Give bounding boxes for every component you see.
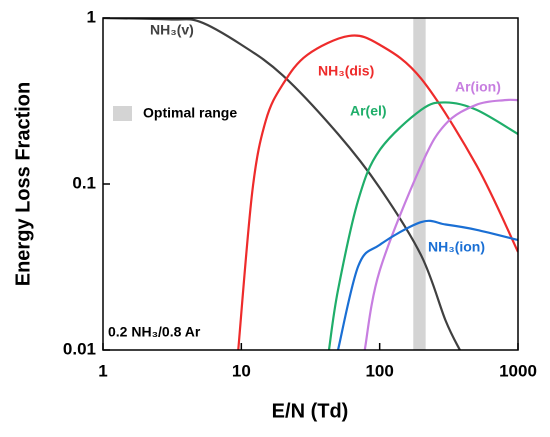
x-axis-label: E/N (Td) [272,400,349,422]
series-line [336,219,518,350]
series-label: Ar(el) [350,103,387,119]
y-tick-label: 0.1 [72,173,96,192]
shaded-range [413,18,426,350]
x-tick-label: 1 [98,361,107,380]
annotation: 0.2 NH₃/0.8 Ar [108,324,201,340]
x-tick-label: 100 [365,361,393,380]
series-line [327,101,518,350]
y-tick-label: 1 [87,7,96,26]
x-tick-label: 1000 [499,361,537,380]
series-line [103,18,461,350]
legend-label: Optimal range [143,105,237,121]
y-tick-label: 0.01 [63,339,96,358]
x-tick-label: 10 [232,361,251,380]
legend-swatch [113,106,132,121]
series-line [363,98,518,350]
series-label: NH₃(ion) [428,239,485,255]
plot-frame [102,17,519,351]
y-axis-label: Energy Loss Fraction [12,82,34,287]
series-label: NH₃(v) [150,22,194,38]
plot-lines [103,18,518,350]
series-label: NH₃(dis) [318,63,374,79]
series-line [237,34,518,350]
series-label: Ar(ion) [455,79,501,95]
